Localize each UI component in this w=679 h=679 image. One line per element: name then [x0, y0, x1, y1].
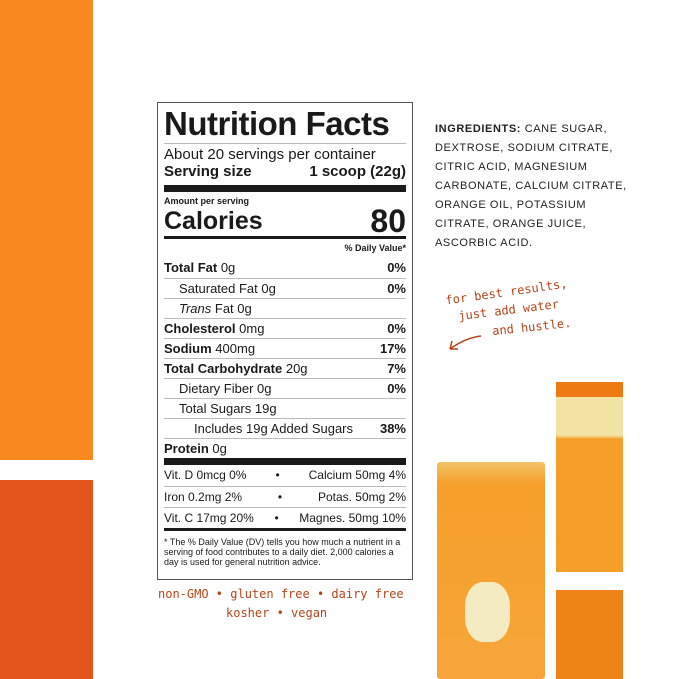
nutrient-label: Protein — [164, 441, 209, 456]
nutrient-dv: 38% — [379, 421, 406, 436]
nutrient-label: Total Carbohydrate — [164, 361, 283, 376]
nutrient-dv: 0% — [387, 381, 406, 396]
nutrient-amount: 0g — [212, 441, 227, 456]
nutrient-label: Total Fat — [164, 260, 218, 275]
nutrient-dv: 17% — [379, 341, 406, 356]
vitamin-row: Iron 0.2mg 2% • Potas. 50mg 2% — [164, 486, 406, 507]
nutrient-dv: 0% — [387, 281, 406, 296]
servings-per-container: About 20 servings per container — [164, 146, 376, 163]
nutrient-amount: 20g — [285, 361, 308, 376]
ingredients-label: INGREDIENTS: — [435, 123, 522, 135]
vitamin-right: Potas. 50mg 2% — [317, 490, 406, 504]
nutrient-amount: 0g — [261, 281, 276, 296]
vitamin-left: Vit. D 0mcg 0% — [164, 468, 247, 482]
red-orange-color-block — [0, 480, 93, 679]
serving-size-label: Serving size — [164, 163, 252, 180]
ingredients-text: CANE SUGAR, DEXTROSE, SODIUM CITRATE, CI… — [435, 123, 627, 249]
label-title: Nutrition Facts — [164, 105, 390, 142]
calories-label: Calories — [164, 207, 263, 235]
calories-row: Calories 80 — [164, 203, 406, 239]
vitamin-left: Vit. C 17mg 20% — [164, 511, 254, 525]
daily-value-header: % Daily Value* — [344, 243, 406, 253]
bullet: • — [275, 468, 280, 482]
nutrient-row: Protein 0g — [164, 438, 406, 458]
nutrient-label: Dietary Fiber — [179, 381, 254, 396]
vitamin-right: Calcium 50mg 4% — [308, 468, 406, 482]
nutrient-amount: 0g — [257, 381, 272, 396]
bullet: • — [277, 490, 283, 504]
nutrient-label: Trans — [179, 301, 212, 316]
bullet: • — [274, 511, 279, 525]
nutrient-row: Total Fat 0g 0% — [164, 258, 406, 278]
nutrient-label: Includes 19g Added Sugars — [194, 421, 354, 436]
nutrition-facts-label: Nutrition Facts About 20 servings per co… — [157, 102, 413, 580]
nutrient-label: Cholesterol — [164, 321, 236, 336]
nutrient-label: Total Sugars — [179, 401, 252, 416]
nutrient-row: Trans Fat 0g — [164, 298, 406, 318]
nutrient-amount: 400mg — [215, 341, 256, 356]
nutrient-dv: 7% — [387, 361, 406, 376]
nutrient-row: Total Sugars 19g — [164, 398, 406, 418]
vitamin-row: Vit. C 17mg 20% • Magnes. 50mg 10% — [164, 507, 406, 528]
nutrient-dv: 0% — [387, 321, 406, 336]
orange-slice-image — [437, 462, 545, 679]
orange-color-block — [0, 0, 93, 460]
claims-line-1: non-GMO • gluten free • dairy free — [158, 587, 404, 601]
vitamin-right: Magnes. 50mg 10% — [299, 511, 406, 525]
nutrient-amount: 19g — [254, 401, 277, 416]
nutrient-row: Cholesterol 0mg 0% — [164, 318, 406, 338]
orange-wedge-image — [556, 382, 623, 572]
footnote: * The % Daily Value (DV) tells you how m… — [164, 537, 401, 567]
nutrient-row: Includes 19g Added Sugars 38% — [164, 418, 406, 438]
serving-size: Serving size 1 scoop (22g) — [164, 163, 406, 181]
claims-line-2: kosher • vegan — [226, 606, 328, 620]
amount-per-serving: Amount per serving — [164, 196, 250, 206]
nutrient-row: Total Carbohydrate 20g 7% — [164, 358, 406, 378]
nutrient-dv: 0% — [387, 260, 406, 275]
arrow-icon — [449, 335, 482, 350]
nutrient-amount: Fat 0g — [214, 301, 252, 316]
calories-value: 80 — [370, 203, 406, 239]
nutrient-amount: 0g — [220, 260, 236, 275]
nutrient-row: Sodium 400mg 17% — [164, 338, 406, 358]
serving-size-value: 1 scoop (22g) — [309, 163, 406, 180]
nutrient-label: Saturated Fat — [179, 281, 258, 296]
ingredients: INGREDIENTS: CANE SUGAR, DEXTROSE, SODIU… — [435, 120, 635, 253]
vitamin-row: Vit. D 0mcg 0% • Calcium 50mg 4% — [164, 465, 406, 486]
orange-peel-image — [556, 590, 623, 679]
nutrient-row: Dietary Fiber 0g 0% — [164, 378, 406, 398]
nutrient-row: Saturated Fat 0g 0% — [164, 278, 406, 298]
nutrient-label: Sodium — [164, 341, 212, 356]
nutrient-amount: 0mg — [239, 321, 265, 336]
vitamin-left: Iron 0.2mg 2% — [164, 490, 243, 504]
